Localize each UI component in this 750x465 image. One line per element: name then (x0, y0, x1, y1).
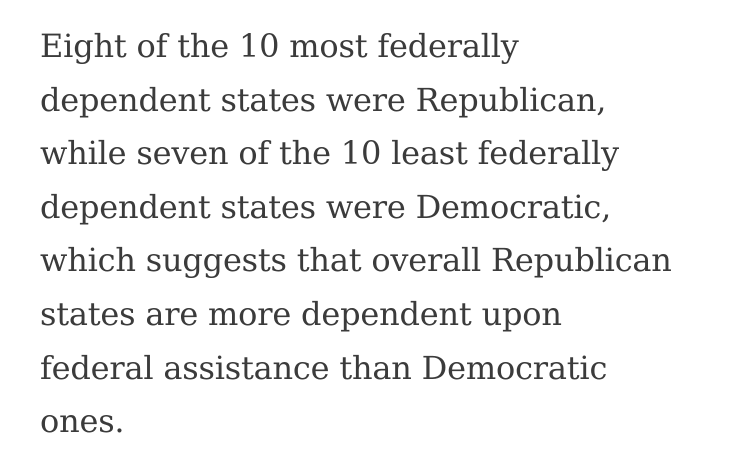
paragraph-line-5: which suggests that overall Republican (40, 241, 672, 280)
article-paragraph: Eight of the 10 most federally dependent… (40, 20, 740, 449)
paragraph-line-2: dependent states were Republican, (40, 80, 607, 119)
paragraph-line-6: states are more dependent upon (40, 294, 562, 333)
paragraph-line-8: ones. (40, 402, 125, 441)
paragraph-line-7: federal assistance than Democratic (40, 348, 608, 387)
paragraph-line-4: dependent states were Democratic, (40, 187, 612, 226)
paragraph-line-1: Eight of the 10 most federally (40, 27, 519, 65)
paragraph-line-3: while seven of the 10 least federally (40, 134, 619, 173)
